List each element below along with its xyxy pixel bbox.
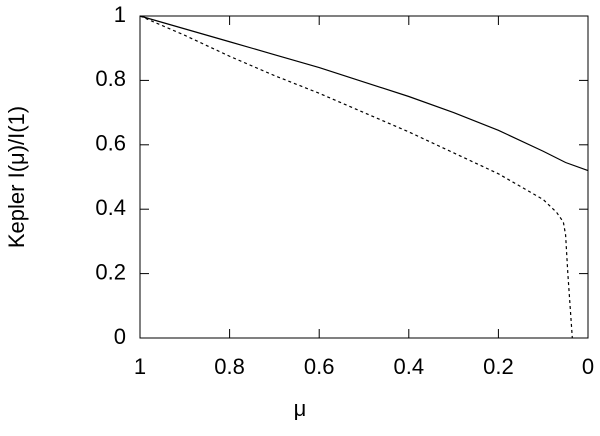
x-axis-label: μ (294, 396, 307, 421)
x-tick-label: 0 (582, 354, 594, 379)
series-line (139, 15, 573, 339)
x-tick-label: 0.2 (483, 354, 514, 379)
y-axis-label: Kepler I(μ)/I(1) (4, 106, 29, 248)
x-tick-label: 1 (134, 354, 146, 379)
x-tick-label: 0.4 (394, 354, 425, 379)
y-tick-label: 0.4 (95, 195, 126, 220)
series-line (139, 15, 589, 172)
x-tick-label: 0.8 (214, 354, 245, 379)
y-tick-label: 0 (114, 324, 126, 349)
plot-frame (139, 15, 589, 339)
x-tick-label: 0.6 (304, 354, 335, 379)
y-tick-label: 0.8 (95, 66, 126, 91)
y-tick-label: 0.6 (95, 131, 126, 156)
y-tick-label: 1 (114, 2, 126, 27)
y-tick-label: 0.2 (95, 259, 126, 284)
